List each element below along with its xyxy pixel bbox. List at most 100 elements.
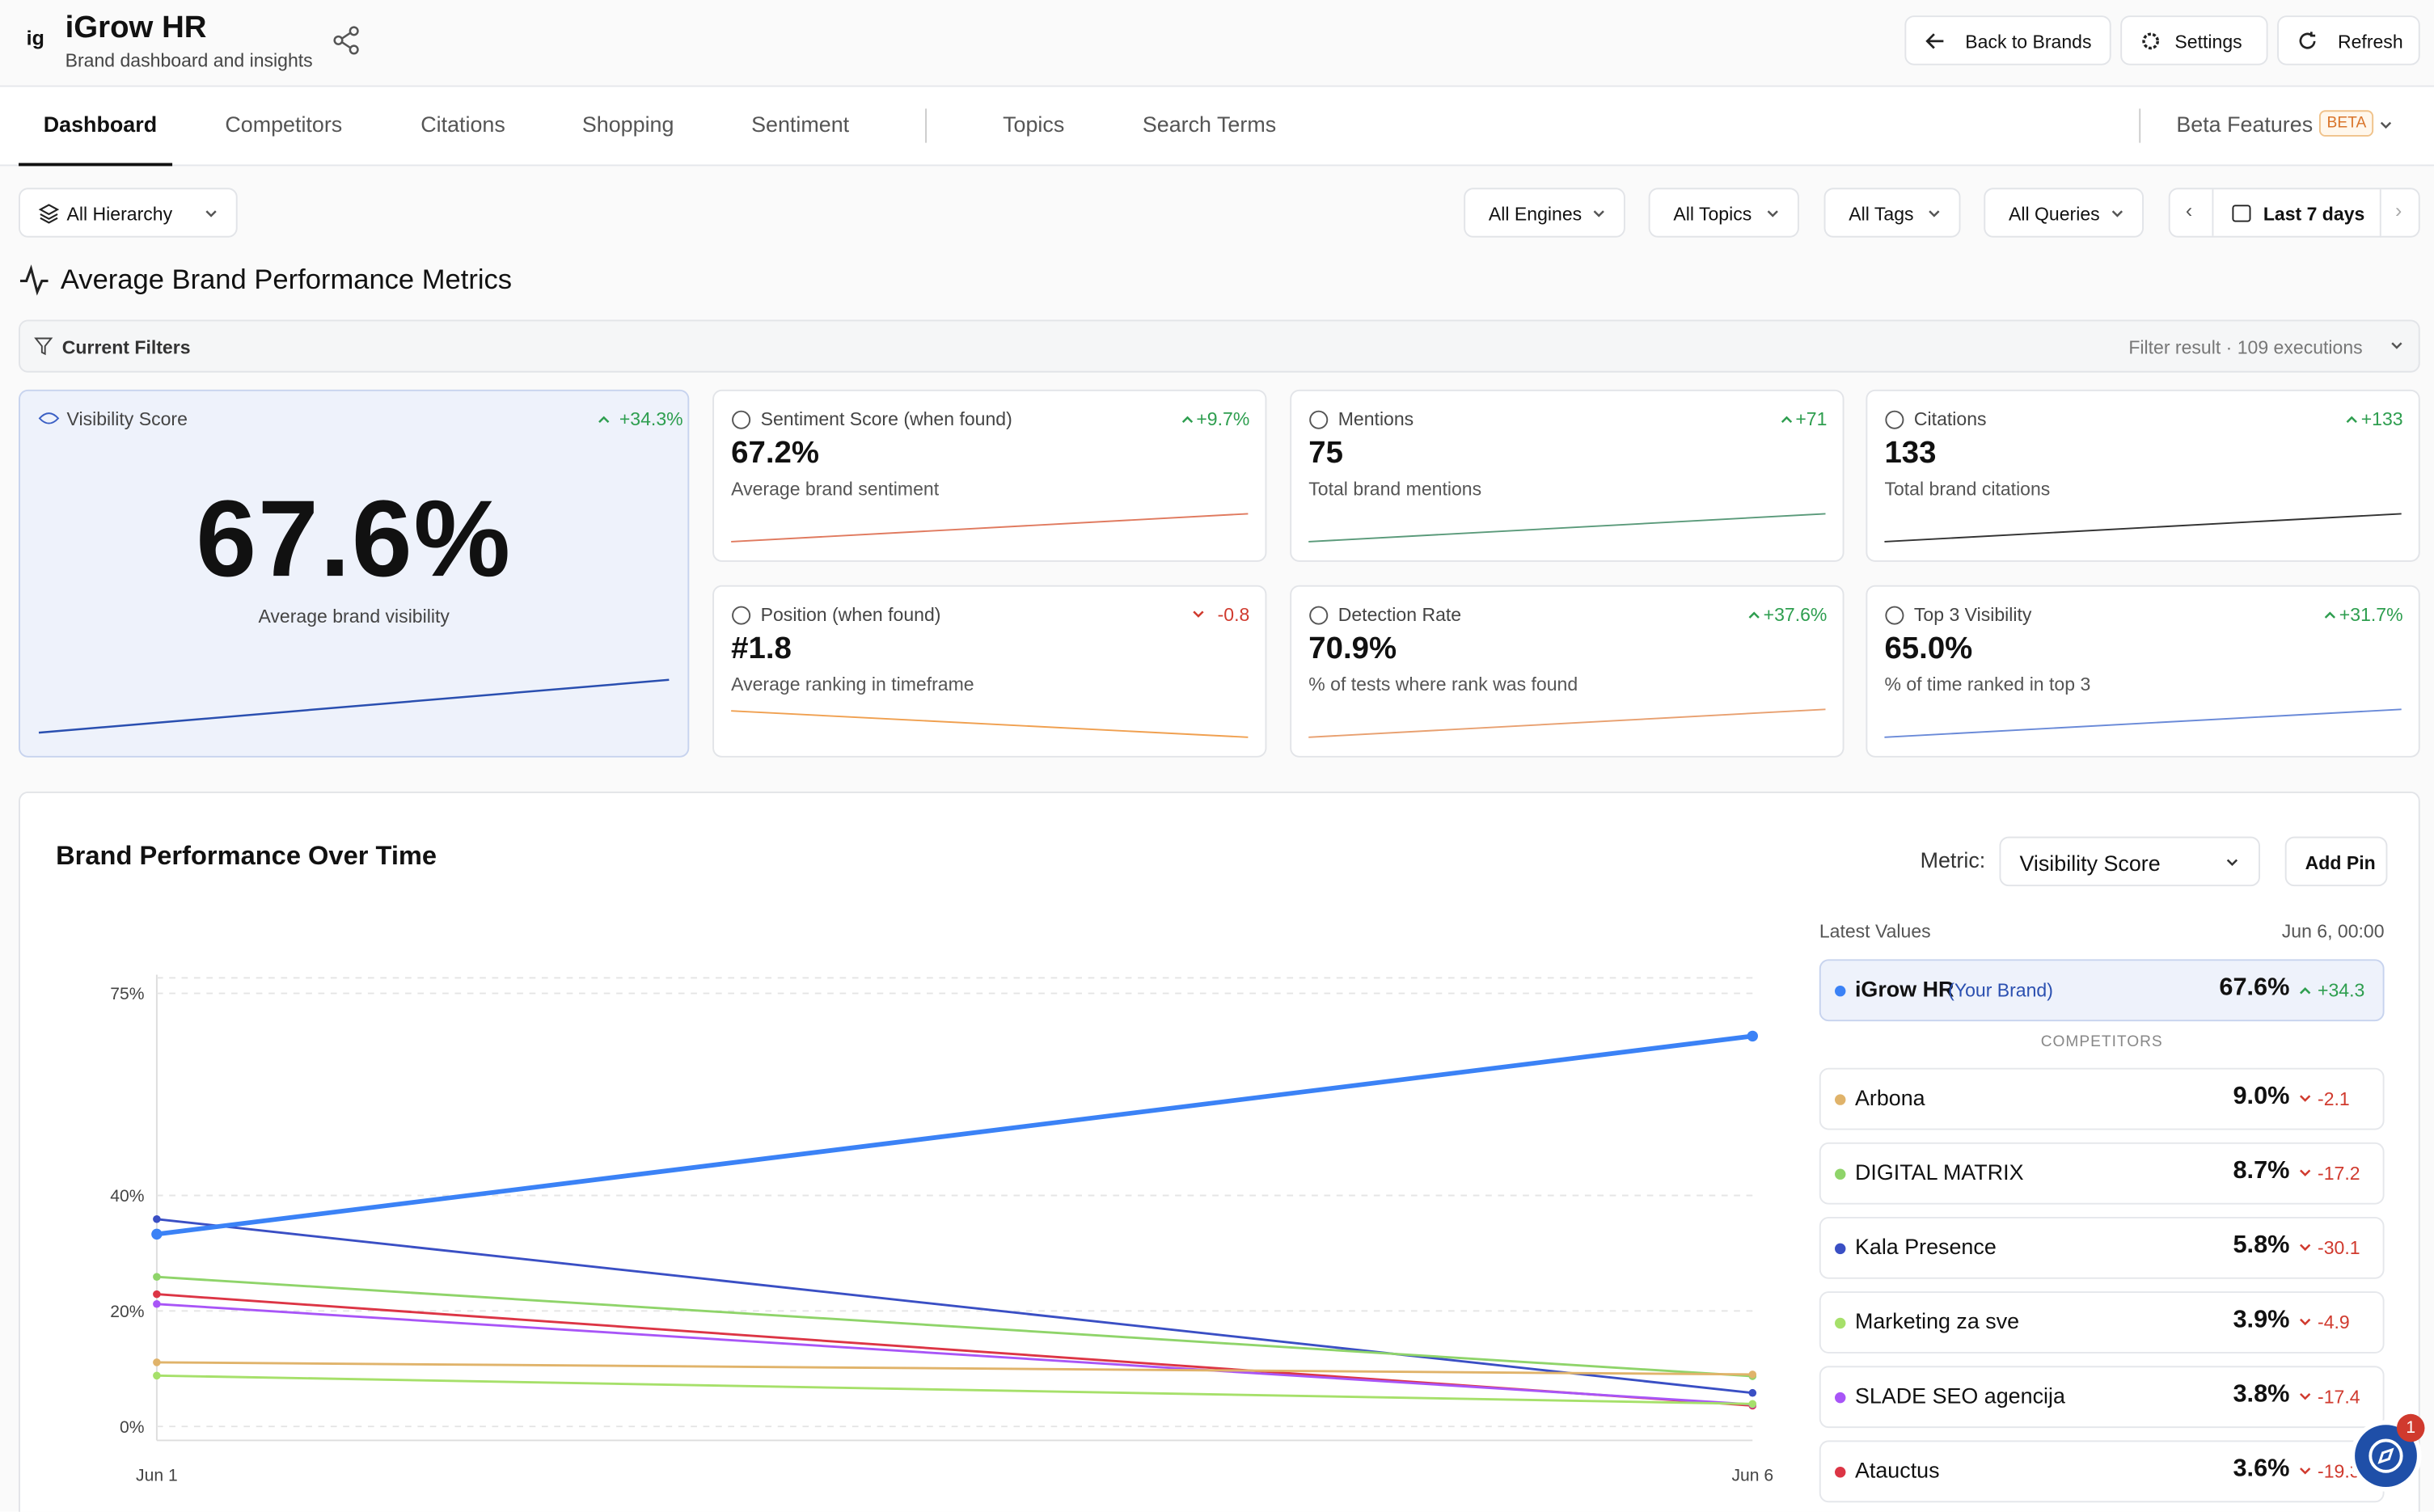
icon bbox=[1309, 410, 1329, 429]
tab[interactable]: Citations bbox=[420, 112, 505, 137]
tab[interactable]: Search Terms bbox=[1142, 112, 1277, 137]
filter-label: All Topics bbox=[1673, 203, 1752, 226]
sparkline bbox=[1308, 513, 1826, 543]
metric-card: Mentions +71 75 Total brand mentions bbox=[1290, 389, 1845, 562]
tab[interactable]: Competitors bbox=[225, 112, 343, 137]
compass bbox=[2369, 1438, 2403, 1473]
sparkline bbox=[1308, 708, 1826, 738]
pulse bbox=[19, 264, 49, 296]
filter-dropdown[interactable]: All Engines bbox=[1464, 188, 1625, 238]
current-filters: Current Filters Filter result · 109 execu… bbox=[19, 319, 2420, 373]
chevron bbox=[2300, 1095, 2311, 1102]
metric-caption: Total brand citations bbox=[1884, 478, 2051, 500]
latest-time: Jun 6, 00:00 bbox=[2281, 920, 2385, 943]
card-change: +9.7% bbox=[1196, 408, 1250, 430]
metric-caption: % of time ranked in top 3 bbox=[1884, 674, 2091, 695]
latest-value: 9.0% bbox=[2233, 1083, 2290, 1110]
latest-title: Latest Values bbox=[1819, 920, 1931, 943]
card-change: -0.8 bbox=[1217, 603, 1250, 626]
metric-value: 133 bbox=[1884, 436, 1937, 471]
button-label: Add Pin bbox=[2305, 851, 2376, 874]
latest-change: -17.2 bbox=[2318, 1162, 2360, 1185]
tab[interactable]: Shopping bbox=[581, 112, 674, 137]
latest-change: +34.3 bbox=[2318, 979, 2365, 1002]
card-label: Citations bbox=[1913, 408, 1987, 430]
sparkline-path bbox=[731, 710, 1249, 738]
chevron bbox=[2300, 1468, 2311, 1475]
card-icon bbox=[1309, 606, 1329, 625]
chevron-icon bbox=[2391, 342, 2402, 349]
card-label: Visibility Score bbox=[66, 408, 188, 430]
tab[interactable]: Topics bbox=[1003, 112, 1065, 137]
beta-features[interactable]: Beta Features bbox=[2176, 112, 2314, 137]
brand-title: iGrow HR bbox=[65, 11, 207, 45]
chevron-icon bbox=[2325, 611, 2336, 619]
chevron-icon bbox=[1181, 416, 1194, 424]
legend-dot bbox=[1835, 1392, 1846, 1404]
latest-row[interactable]: SLADE SEO agencija 3.8% -17.4 bbox=[1819, 1366, 2385, 1429]
chevron bbox=[2300, 1169, 2311, 1176]
button-label: Back to Brands bbox=[1965, 31, 2092, 53]
share-icon bbox=[333, 26, 359, 55]
hierarchy-filter[interactable]: All Hierarchy bbox=[19, 188, 238, 238]
filter-dropdown[interactable]: All Topics bbox=[1648, 188, 1799, 238]
share-dot bbox=[349, 44, 359, 55]
tab-bar bbox=[0, 87, 2434, 167]
metric-select[interactable]: Visibility Score bbox=[1999, 836, 2260, 887]
latest-row[interactable]: Kala Presence 5.8% -30.1 bbox=[1819, 1216, 2385, 1279]
latest-row[interactable]: Marketing za sve 3.9% -4.9 bbox=[1819, 1291, 2385, 1354]
divider bbox=[2212, 189, 2214, 236]
latest-value: 5.8% bbox=[2233, 1232, 2290, 1259]
latest-row[interactable]: Atauctus 3.6% -19.3 bbox=[1819, 1440, 2385, 1503]
tab[interactable]: Sentiment bbox=[751, 112, 850, 137]
chevron bbox=[2346, 416, 2357, 424]
tab-underline bbox=[19, 163, 173, 167]
latest-row[interactable]: iGrow HR (Your Brand) 67.6% +34.3 bbox=[1819, 959, 2385, 1022]
card-icon bbox=[732, 606, 751, 625]
card-label: Mentions bbox=[1337, 408, 1414, 430]
chevron-icon bbox=[2346, 416, 2357, 424]
pulse-icon bbox=[19, 264, 49, 296]
chevron bbox=[2300, 1318, 2311, 1326]
chevron-icon bbox=[1748, 611, 1760, 619]
header-button[interactable]: Back to Brands bbox=[1904, 15, 2111, 65]
card-icon bbox=[1309, 410, 1329, 429]
header-button[interactable]: Refresh bbox=[2277, 15, 2420, 65]
latest-row[interactable]: DIGITAL MATRIX 8.7% -17.2 bbox=[1819, 1142, 2385, 1205]
legend-dot bbox=[1835, 1467, 1846, 1478]
filter-label: All Tags bbox=[1849, 203, 1914, 226]
chart-title: Brand Performance Over Time bbox=[56, 841, 437, 871]
card-label: Detection Rate bbox=[1337, 603, 1462, 626]
chevron bbox=[2300, 1244, 2311, 1252]
legend-dot bbox=[1835, 1168, 1846, 1180]
button-label: Refresh bbox=[2337, 31, 2403, 53]
filter-label: All Engines bbox=[1488, 203, 1583, 226]
metric-value: 67.2% bbox=[731, 436, 820, 471]
add-pin-button[interactable]: Add Pin bbox=[2284, 836, 2388, 887]
calendar-icon bbox=[2232, 205, 2251, 222]
filter-label: All Hierarchy bbox=[66, 203, 173, 226]
metric-caption: % of tests where rank was found bbox=[1308, 674, 1578, 695]
filters-result: Filter result · 109 executions bbox=[2128, 336, 2363, 359]
layers bbox=[38, 204, 60, 224]
button-icon bbox=[2299, 32, 2316, 49]
filter-dropdown[interactable]: All Tags bbox=[1823, 188, 1961, 238]
header-button[interactable]: Settings bbox=[2120, 15, 2268, 65]
chevron bbox=[1593, 210, 1604, 218]
date-range[interactable]: Last 7 days ‹ › bbox=[2168, 188, 2420, 238]
arrow bbox=[1925, 33, 1944, 49]
filter-label: All Queries bbox=[2009, 203, 2100, 226]
sparkline bbox=[1884, 513, 2402, 543]
filter-dropdown[interactable]: All Queries bbox=[1984, 188, 2145, 238]
tab[interactable]: Dashboard bbox=[43, 112, 158, 137]
metric-value: 65.0% bbox=[1884, 631, 1973, 666]
latest-change: -2.1 bbox=[2318, 1088, 2350, 1110]
card-change: +37.6% bbox=[1763, 603, 1828, 626]
metric-card: Position (when found) -0.8 #1.8 Average ran… bbox=[712, 585, 1267, 758]
legend-name: Atauctus bbox=[1854, 1457, 1940, 1483]
tab-separator bbox=[2139, 108, 2141, 143]
sparkline-path bbox=[731, 513, 1249, 543]
latest-row[interactable]: Arbona 9.0% -2.1 bbox=[1819, 1067, 2385, 1130]
chevron-icon bbox=[1929, 210, 1940, 218]
visibility-value: 67.6% bbox=[196, 478, 512, 599]
